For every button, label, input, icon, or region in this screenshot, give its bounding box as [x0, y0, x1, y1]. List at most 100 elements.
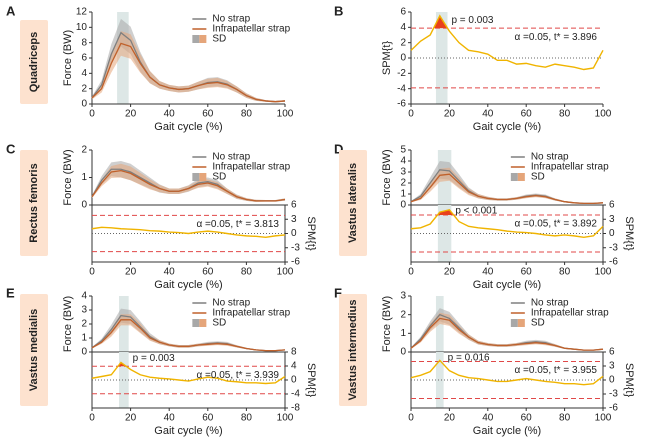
x-tick-label: 20 [125, 413, 137, 424]
panel-line: E Vastus medialis 0 1 2 3 4 Force (BW) No strapI… [6, 285, 291, 406]
threshold-label: α =0.05, t* = 3.955 [514, 365, 597, 376]
y-tick-label: -6 [291, 257, 300, 268]
y-tick-label: 12 [76, 7, 88, 18]
legend-label: Infrapatellar strap [531, 308, 609, 319]
y-tick-label: 3 [609, 214, 615, 225]
threshold-label: α =0.05, t* = 3.813 [196, 219, 279, 230]
y-tick-label: 3 [81, 305, 87, 316]
y-tick-label: 1 [81, 333, 87, 344]
spm-curve [91, 226, 286, 239]
x-tick-label: 60 [202, 109, 214, 120]
x-tick-label: 100 [595, 267, 612, 278]
legend-label: SD [531, 172, 545, 183]
legend-label: No strap [212, 152, 250, 163]
y-tick-label: -8 [291, 403, 300, 414]
muscle-label: Vastus lateralis [347, 163, 359, 243]
y-tick-label: 6 [81, 53, 87, 64]
y-axis-label: Force (BW) [62, 149, 74, 205]
legend-label: SD [212, 34, 226, 45]
x-tick-label: 0 [89, 413, 95, 424]
x-tick-label: 80 [241, 267, 253, 278]
y-tick-label: 6 [291, 200, 297, 211]
x-tick-label: 40 [482, 413, 494, 424]
x-tick-label: 80 [241, 413, 253, 424]
panel-letter: A [6, 3, 16, 18]
panel-letter: F [334, 285, 342, 300]
legend-label: Infrapatellar strap [212, 308, 290, 319]
y-tick-label: 8 [81, 37, 87, 48]
significant-region [117, 12, 129, 104]
series-line [410, 173, 604, 204]
muscle-label: Rectus femoris [28, 163, 40, 242]
y-tick-label: -4 [397, 83, 406, 94]
y-tick-label: 0 [400, 53, 406, 64]
legend-swatch [517, 173, 525, 181]
threshold-label: α =0.05, t* = 3.892 [514, 219, 597, 230]
y-tick-label: 1 [400, 328, 406, 339]
legend-label: No strap [531, 298, 569, 309]
x-tick-label: 0 [89, 267, 95, 278]
x-axis-label: Gait cycle (%) [154, 279, 222, 291]
x-axis-label: Gait cycle (%) [473, 279, 541, 291]
legend-swatch [192, 173, 200, 181]
x-tick-label: 20 [444, 267, 456, 278]
y-tick-label: 2 [81, 83, 87, 94]
y-tick-label: 6 [609, 347, 615, 358]
y-tick-label: 1 [81, 172, 87, 183]
legend-label: No strap [531, 152, 569, 163]
x-tick-label: 0 [408, 109, 414, 120]
y-tick-label: -2 [397, 68, 406, 79]
x-tick-label: 100 [277, 267, 294, 278]
x-tick-label: 20 [444, 413, 456, 424]
p-value-label: p = 0.016 [448, 353, 490, 364]
y-tick-label: -3 [609, 389, 618, 400]
legend-swatch [199, 173, 207, 181]
y-tick-label: 2 [400, 37, 406, 48]
x-tick-label: 40 [482, 267, 494, 278]
legend-label: No strap [212, 298, 250, 309]
legend-swatch [510, 173, 518, 181]
p-value-label: p = 0.003 [451, 15, 493, 26]
legend-label: Infrapatellar strap [212, 24, 290, 35]
y-axis-label: SPM{t} [381, 41, 393, 76]
significant-region [435, 352, 444, 408]
legend-swatch [199, 35, 207, 43]
x-tick-label: 40 [482, 109, 494, 120]
x-tick-label: 80 [559, 109, 571, 120]
significant-region [119, 352, 129, 408]
y-axis-label: SPM{t} [623, 216, 635, 251]
muscle-box [20, 294, 48, 406]
sd-band [92, 161, 285, 202]
x-axis-label: Gait cycle (%) [473, 121, 541, 133]
suprathreshold-cluster [433, 15, 448, 29]
y-axis-label: Force (BW) [62, 296, 74, 352]
spm-curve [410, 14, 604, 71]
y-tick-label: 2 [400, 309, 406, 320]
y-tick-label: 4 [81, 68, 87, 79]
threshold-label: α =0.05, t* = 3.896 [514, 32, 597, 43]
y-axis-label: Force (BW) [381, 296, 393, 352]
x-tick-label: 100 [277, 109, 294, 120]
spm-curve [91, 361, 286, 385]
legend-label: Infrapatellar strap [212, 162, 290, 173]
p-value-label: p < 0.001 [455, 206, 497, 217]
y-tick-label: 0 [81, 347, 87, 358]
muscle-label: Quadriceps [28, 32, 40, 93]
y-tick-label: 0 [400, 200, 406, 211]
legend-label: SD [212, 318, 226, 329]
x-tick-label: 20 [125, 267, 137, 278]
x-tick-label: 20 [125, 109, 137, 120]
x-tick-label: 0 [408, 413, 414, 424]
x-tick-label: 100 [277, 413, 294, 424]
sd-band [92, 314, 285, 351]
x-tick-label: 60 [521, 413, 533, 424]
x-tick-label: 60 [202, 267, 214, 278]
muscle-box [339, 294, 367, 406]
panel-line: C Rectus femoris 0 1 2 Force (BW) No strapInfr… [6, 141, 291, 256]
series-line [91, 169, 286, 202]
